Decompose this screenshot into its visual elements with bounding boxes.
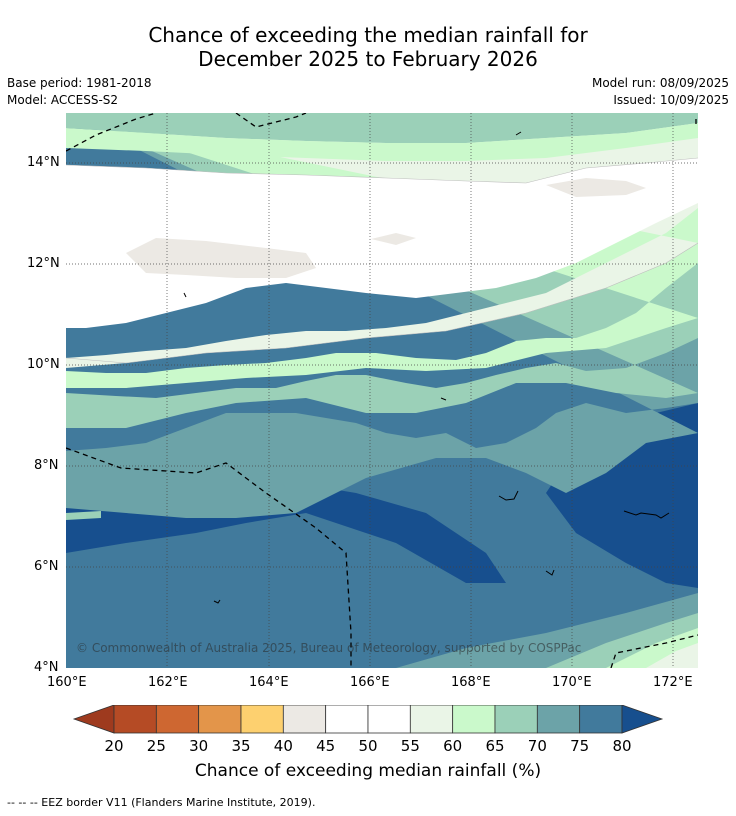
colorbar-label: 25 [146, 737, 166, 755]
title-line1: Chance of exceeding the median rainfall … [148, 23, 588, 47]
contour-40-45-c [371, 233, 416, 245]
colorbar [72, 705, 664, 734]
base-period: Base period: 1981-2018 [7, 76, 152, 90]
contour-se-50-55 [646, 643, 698, 668]
lat-tick-8: 8°N [34, 458, 59, 473]
colorbar-box [579, 705, 623, 734]
graticule [66, 113, 698, 668]
lat-tick-6: 6°N [34, 559, 59, 574]
contour-40-45-a [126, 238, 316, 278]
issued-date: Issued: 10/09/2025 [613, 93, 729, 107]
rainfall-map [66, 113, 698, 668]
colorbar-label: 55 [400, 737, 420, 755]
lat-tick-12: 12°N [27, 256, 60, 271]
lat-tick-10: 10°N [27, 357, 60, 372]
colorbar-box [113, 705, 157, 734]
colorbar-box [536, 705, 581, 734]
colorbar-label: 80 [612, 737, 632, 755]
colorbar-label: 75 [570, 737, 590, 755]
title-line2: December 2025 to February 2026 [198, 47, 538, 71]
lon-tick-168: 168°E [451, 675, 491, 690]
copyright-notice: © Commonwealth of Australia 2025, Bureau… [76, 641, 582, 655]
colorbar-box [409, 705, 454, 734]
colorbar-arrow-high [621, 705, 664, 734]
colorbar-box [155, 705, 200, 734]
contour-55-60-north [66, 123, 698, 161]
lat-tick-14: 14°N [27, 155, 60, 170]
lon-tick-162: 162°E [148, 675, 188, 690]
colorbar-box [367, 705, 411, 734]
model-run: Model run: 08/09/2025 [591, 76, 729, 90]
colorbar-label: 65 [485, 737, 505, 755]
lon-tick-172: 172°E [653, 675, 693, 690]
islands [183, 131, 670, 604]
colorbar-title: Chance of exceeding median rainfall (%) [194, 761, 542, 781]
lat-tick-4: 4°N [34, 660, 59, 675]
colorbar-label: 35 [231, 737, 251, 755]
contour-lines [66, 157, 698, 364]
colorbar-arrow-low [72, 705, 115, 734]
colorbar-box [198, 705, 242, 734]
colorbar-label: 50 [358, 737, 378, 755]
eez-border [66, 113, 698, 668]
colorbar-label: 20 [104, 737, 124, 755]
colorbar-label: 40 [273, 737, 293, 755]
colorbar-box [282, 705, 327, 734]
contour-w-strip [66, 511, 101, 520]
colorbar-label: 30 [189, 737, 209, 755]
colorbar-box [452, 705, 496, 734]
colorbar-label: 60 [443, 737, 463, 755]
colorbar-box [240, 705, 284, 734]
lon-tick-164: 164°E [249, 675, 289, 690]
colorbar-label: 70 [527, 737, 547, 755]
eez-footnote: -- -- -- EEZ border V11 (Flanders Marine… [7, 796, 316, 809]
colorbar-label: 45 [316, 737, 336, 755]
contour-layer [66, 113, 698, 668]
lon-tick-160: 160°E [47, 675, 87, 690]
lon-tick-170: 170°E [552, 675, 592, 690]
contour-50-55 [66, 113, 698, 368]
lon-tick-166: 166°E [350, 675, 390, 690]
colorbar-box [325, 705, 369, 734]
contour-40-45-b [546, 178, 646, 197]
model-name: Model: ACCESS-S2 [7, 93, 119, 107]
contour-45-55-white [66, 158, 698, 328]
contour-60-65-north [66, 113, 698, 143]
colorbar-box [494, 705, 538, 734]
